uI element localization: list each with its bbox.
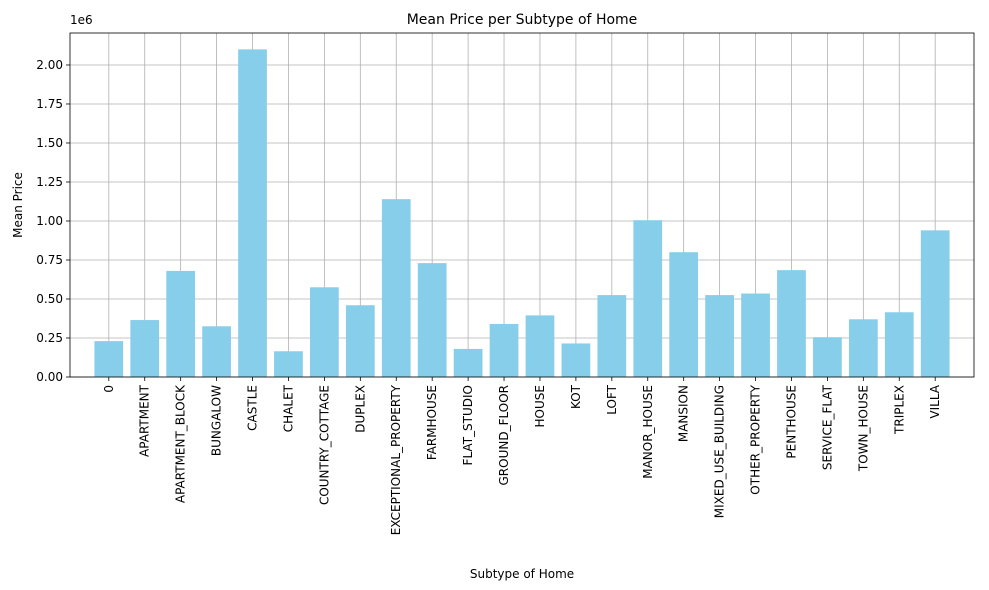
- x-tick-label: KOT: [569, 384, 583, 409]
- bar: [489, 323, 519, 377]
- bar: [202, 326, 231, 377]
- chart-title: Mean Price per Subtype of Home: [407, 12, 638, 28]
- y-tick-label: 0.75: [36, 253, 63, 267]
- bar: [166, 270, 196, 377]
- bar: [884, 312, 914, 377]
- bar: [920, 230, 950, 377]
- x-tick-label: TOWN_HOUSE: [856, 385, 870, 472]
- x-tick-label: GROUND_FLOOR: [497, 385, 511, 485]
- x-tick-label: APARTMENT_BLOCK: [174, 384, 188, 503]
- x-axis-ticks: 0 APARTMENT APARTMENT_BLOCK BUNGALOW CASTLE C…: [102, 377, 942, 535]
- bar: [813, 337, 842, 377]
- bar: [741, 293, 770, 377]
- axes-frame: [69, 32, 975, 378]
- y-tick-label: 2.00: [36, 58, 63, 72]
- y-tick-label: 0.25: [36, 331, 63, 345]
- x-axis-label: Subtype of Home: [470, 567, 574, 581]
- x-tick-label: FARMHOUSE: [425, 385, 439, 460]
- y-axis-label: Mean Price: [11, 172, 25, 238]
- bar: [453, 348, 483, 377]
- bar: [94, 341, 124, 377]
- bar: [669, 252, 699, 377]
- x-tick-label: LOFT: [605, 384, 619, 414]
- bar: [130, 320, 160, 377]
- bar: [561, 343, 591, 377]
- x-tick-label: APARTMENT: [138, 384, 152, 457]
- x-tick-label: CHALET: [281, 384, 295, 432]
- y-tick-label: 0.00: [36, 370, 63, 384]
- x-tick-label: EXCEPTIONAL_PROPERTY: [389, 384, 403, 535]
- bar: [525, 315, 555, 377]
- bar: [633, 220, 663, 377]
- y-tick-label: 1.00: [36, 214, 63, 228]
- bar: [417, 263, 447, 377]
- x-tick-label: COUNTRY_COTTAGE: [317, 385, 331, 505]
- x-tick-label: SERVICE_FLAT: [820, 384, 834, 470]
- y-tick-label: 0.50: [36, 292, 63, 306]
- bar: [345, 305, 375, 377]
- x-tick-label: FLAT_STUDIO: [461, 385, 475, 465]
- x-tick-label: 0: [102, 385, 116, 393]
- bar: [705, 295, 734, 377]
- x-tick-label: TRIPLEX: [892, 385, 906, 435]
- bar: [597, 295, 627, 377]
- y-tick-label: 1.75: [36, 97, 63, 111]
- x-tick-label: VILLA: [928, 384, 942, 418]
- y-offset-text: 1e6: [70, 13, 93, 27]
- x-tick-label: CASTLE: [246, 385, 260, 431]
- bar: [238, 49, 267, 377]
- grid-layer: [70, 33, 974, 378]
- x-tick-label: OTHER_PROPERTY: [749, 384, 763, 494]
- bar: [381, 199, 411, 377]
- y-axis-ticks: 0.00 0.25 0.50 0.75 1.00 1.25 1.50 1.75 2.00: [36, 58, 70, 384]
- x-tick-label: HOUSE: [533, 385, 547, 427]
- x-tick-label: MANOR_HOUSE: [641, 385, 655, 479]
- y-tick-label: 1.50: [36, 136, 63, 150]
- x-tick-label: MANSION: [677, 385, 691, 442]
- x-tick-label: DUPLEX: [353, 385, 367, 433]
- x-tick-label: MIXED_USE_BUILDING: [713, 385, 727, 518]
- bar: [848, 319, 878, 377]
- bar: [777, 270, 806, 377]
- y-tick-label: 1.25: [36, 175, 63, 189]
- bar: [310, 287, 339, 377]
- bar: [274, 351, 303, 377]
- x-tick-label: BUNGALOW: [210, 385, 224, 456]
- x-tick-label: PENTHOUSE: [784, 385, 798, 459]
- bar-layer: [94, 49, 950, 377]
